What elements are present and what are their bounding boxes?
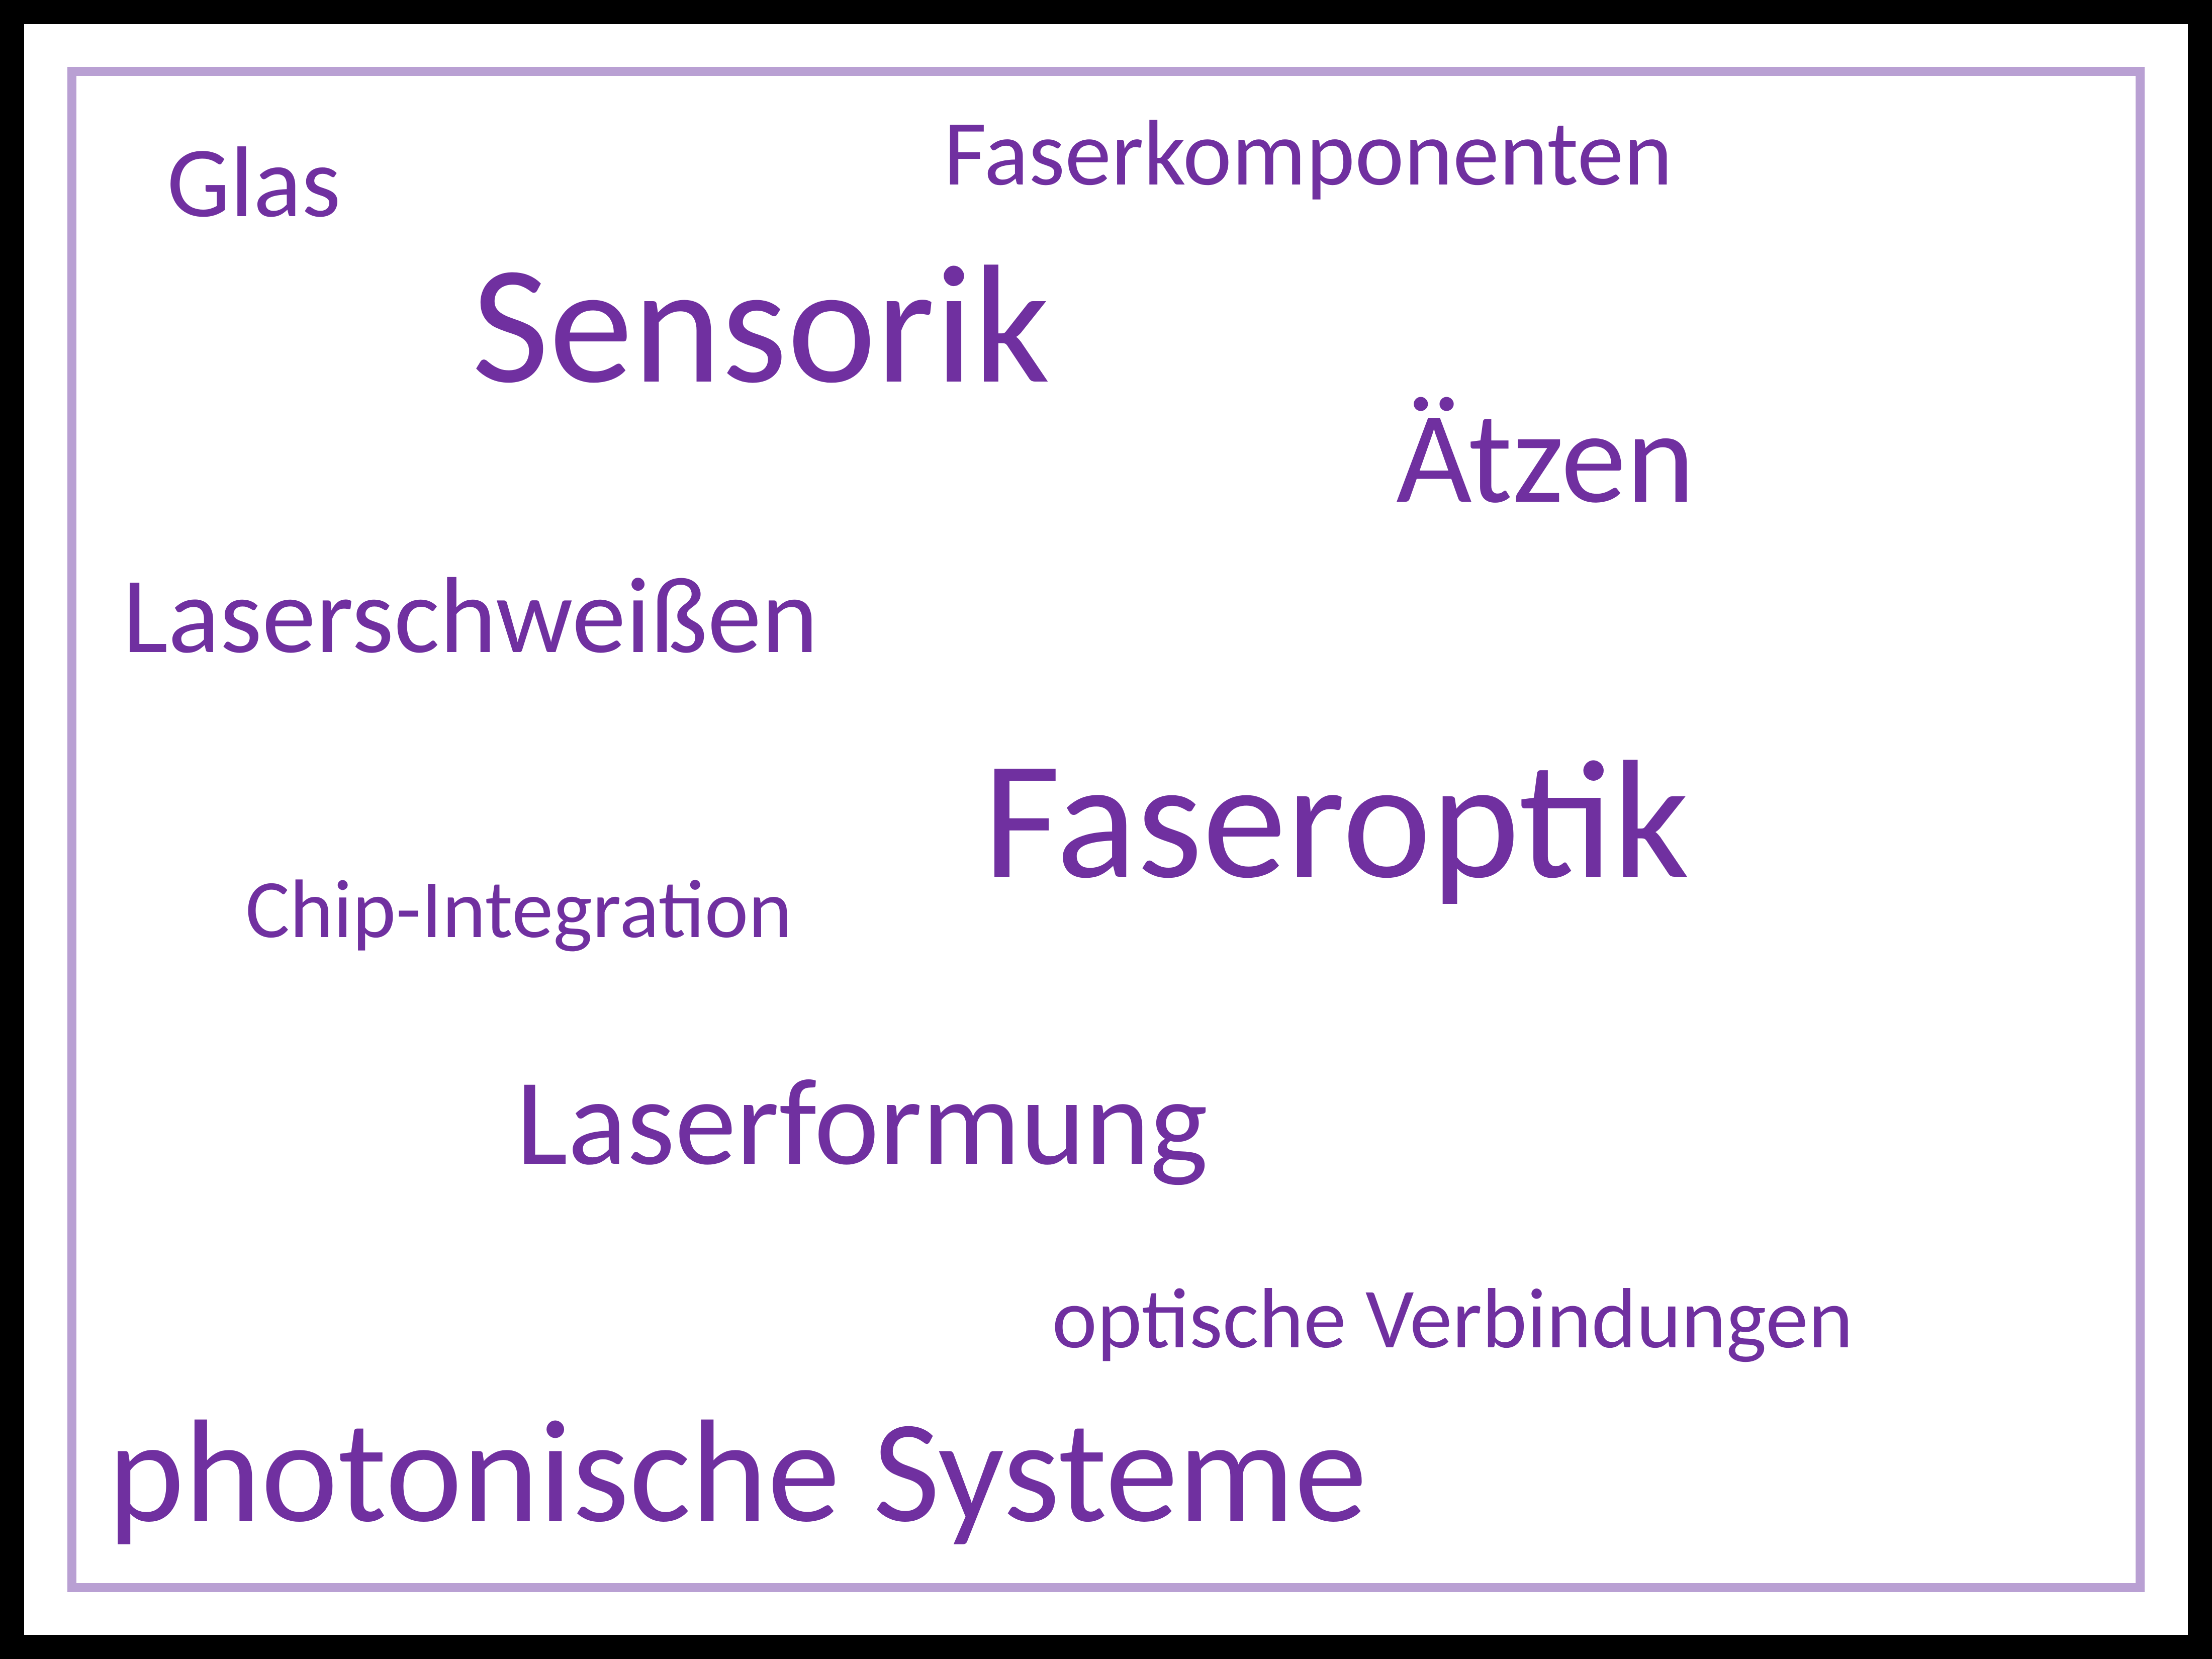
word-optische-verbindungen: optische Verbindungen [1052, 1271, 1853, 1365]
word-sensorik: Sensorik [472, 232, 1050, 417]
word-laserformung: Laserformung [516, 1054, 1208, 1190]
word-laserschweissen: Laserschweißen [123, 556, 818, 675]
word-glas: Glas [167, 127, 341, 237]
word-cloud-outer-frame: Glas Faserkomponenten Sensorik Ätzen Lasersc… [0, 0, 2212, 1659]
word-chip-integration: Chip-Integration [245, 864, 792, 955]
word-photonische-systeme: photonische Systeme [108, 1391, 1367, 1551]
word-aetzen: Ätzen [1396, 385, 1695, 529]
word-faserkomponenten: Faserkomponenten [944, 102, 1672, 205]
word-faseroptik: Faseroptik [983, 727, 1689, 912]
